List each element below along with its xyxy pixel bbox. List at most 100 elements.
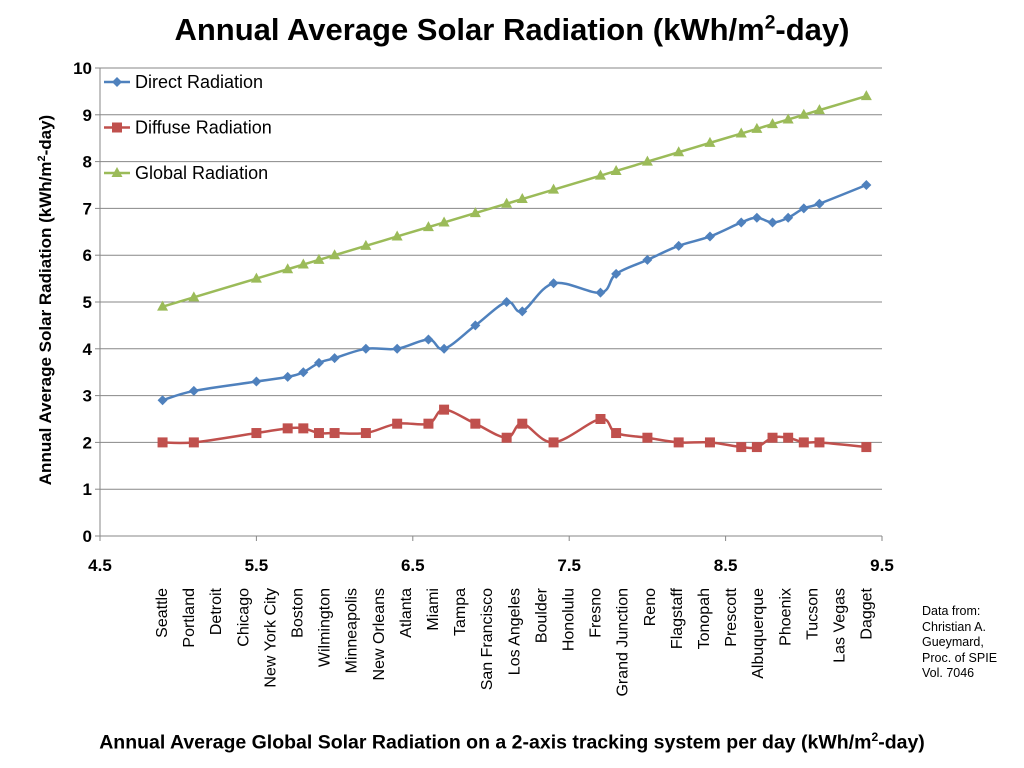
data-point <box>439 404 450 415</box>
y-axis-title: Annual Average Solar Radiation (kWh/m2-d… <box>36 115 55 485</box>
x-axis-title-suffix: -day) <box>878 731 925 754</box>
data-point <box>360 428 371 439</box>
city-label: Tonopah <box>696 588 713 649</box>
data-point <box>767 432 778 443</box>
data-point <box>782 113 794 124</box>
y-tick-label: 6 <box>83 246 92 265</box>
data-point <box>751 442 762 453</box>
data-point <box>112 77 122 87</box>
data-point <box>767 118 779 129</box>
data-point <box>157 395 168 406</box>
data-point <box>798 108 810 119</box>
city-label: Las Vegas <box>832 588 849 663</box>
city-label: Wilmington <box>317 588 334 667</box>
city-label: Flagstaff <box>669 587 686 649</box>
series-triangle <box>157 90 872 311</box>
city-label: New York City <box>262 588 279 688</box>
data-point <box>673 146 685 157</box>
data-point <box>548 278 559 289</box>
x-axis-title-sup: 2 <box>871 730 879 744</box>
data-point <box>469 207 481 218</box>
data-point <box>814 198 825 209</box>
legend-item: Global Radiation <box>104 163 268 183</box>
data-point <box>813 104 825 115</box>
data-point <box>250 272 262 283</box>
data-point <box>298 367 309 378</box>
y-tick-label: 7 <box>83 199 92 218</box>
data-point <box>860 90 872 101</box>
data-point <box>423 334 434 345</box>
data-point <box>251 428 262 439</box>
y-tick-labels: 0 1 2 3 4 5 6 7 8 9 10 <box>73 59 92 546</box>
data-point <box>736 217 747 228</box>
data-point <box>313 253 325 264</box>
x-tick-label: 5.5 <box>245 556 269 575</box>
data-point <box>814 437 825 448</box>
city-label: Dagget <box>859 587 876 639</box>
chart-title-sup: 2 <box>764 12 776 34</box>
data-point <box>501 197 513 208</box>
city-label: Boulder <box>533 587 550 643</box>
y-tick-label: 3 <box>83 387 92 406</box>
data-point <box>298 423 309 434</box>
legend-label: Diffuse Radiation <box>135 118 272 138</box>
data-point <box>360 239 372 250</box>
data-point <box>501 432 512 443</box>
city-label: Prescott <box>723 587 740 646</box>
data-point <box>329 353 340 364</box>
data-point <box>548 437 559 448</box>
data-point <box>470 320 481 331</box>
data-point <box>517 306 528 317</box>
x-tick-label: 8.5 <box>714 556 738 575</box>
x-axis-title: Annual Average Global Solar Radiation on… <box>0 730 1024 755</box>
source-note: Data from: Christian A. Gueymard, Proc. … <box>922 604 998 680</box>
series-diamond <box>157 180 872 406</box>
data-point <box>704 437 715 448</box>
data-point <box>188 291 200 302</box>
series-square <box>157 404 872 453</box>
city-label: Grand Junction <box>615 588 632 697</box>
legend-item: Direct Radiation <box>104 72 263 92</box>
data-point <box>611 268 622 279</box>
y-axis-title-sup: 2 <box>36 155 48 161</box>
data-point <box>392 343 403 354</box>
data-point <box>251 376 262 387</box>
legend: Direct Radiation Diffuse Radiation Global … <box>104 72 272 183</box>
data-point <box>501 297 512 307</box>
data-point <box>735 127 747 138</box>
data-point <box>736 442 747 453</box>
data-point <box>392 418 403 429</box>
data-point <box>642 254 653 265</box>
city-label: Atlanta <box>398 588 415 638</box>
data-point <box>611 428 622 439</box>
y-axis-title-text: Annual Average Solar Radiation (kWh/m <box>36 162 55 486</box>
data-point <box>157 300 169 311</box>
data-point <box>282 371 293 382</box>
data-point <box>391 230 403 241</box>
data-point <box>751 122 763 133</box>
data-point <box>111 167 123 177</box>
data-point <box>704 136 716 147</box>
data-point <box>422 221 434 232</box>
y-tick-label: 2 <box>83 433 92 452</box>
data-point <box>595 414 606 424</box>
legend-label: Direct Radiation <box>135 72 263 92</box>
data-point <box>282 423 293 434</box>
x-tick-labels: 4.5 5.5 6.5 7.5 8.5 9.5 <box>88 556 894 575</box>
data-point <box>783 212 794 223</box>
city-label: Miami <box>425 588 442 631</box>
city-label: Boston <box>290 588 307 638</box>
data-point <box>673 437 684 448</box>
data-point <box>188 437 199 448</box>
y-tick-label: 0 <box>83 527 92 546</box>
data-point <box>188 385 199 396</box>
x-axis-title-text: Annual Average Global Solar Radiation on… <box>99 731 872 754</box>
y-tick-label: 8 <box>83 153 92 172</box>
y-tick-label: 4 <box>83 340 93 359</box>
data-point <box>704 231 715 242</box>
y-tick-label: 10 <box>73 59 92 78</box>
city-labels: Seattle Portland Detroit Chicago New York Ci… <box>154 587 876 696</box>
data-point <box>548 183 560 194</box>
data-point <box>594 169 606 180</box>
